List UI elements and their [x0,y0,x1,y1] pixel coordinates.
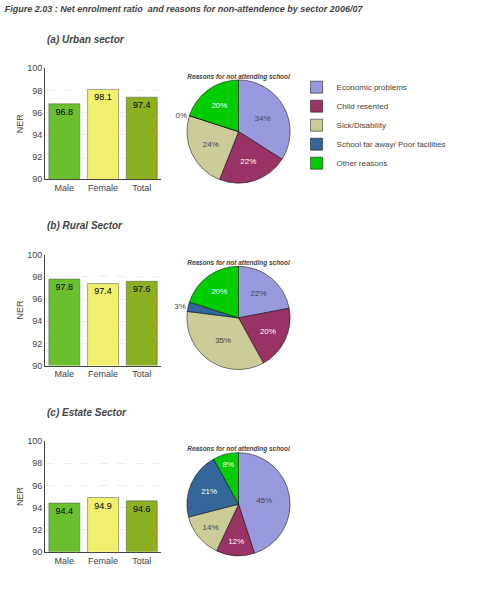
svg-text:97.4: 97.4 [133,100,151,110]
svg-text:Total: Total [132,556,151,566]
svg-text:90: 90 [32,174,42,184]
svg-text:97.4: 97.4 [94,286,112,296]
svg-text:12%: 12% [228,537,244,546]
svg-text:96: 96 [32,108,42,118]
svg-text:14%: 14% [203,523,219,532]
svg-text:Female: Female [88,556,118,566]
svg-text:100: 100 [27,436,42,446]
svg-text:97.6: 97.6 [133,284,151,294]
svg-text:92: 92 [32,525,42,535]
svg-text:100: 100 [27,250,42,260]
svg-text:96: 96 [32,481,42,491]
svg-text:NER: NER [15,300,25,320]
svg-text:94: 94 [32,503,42,513]
svg-text:Child resented: Child resented [337,102,389,111]
svg-text:Male: Male [55,369,75,379]
svg-text:24%: 24% [203,140,219,149]
svg-text:22%: 22% [251,289,267,298]
svg-text:Total: Total [132,183,151,193]
svg-text:90: 90 [32,547,42,557]
svg-text:94.6: 94.6 [133,504,151,514]
svg-text:98: 98 [32,86,42,96]
svg-text:(b) Rural Sector: (b) Rural Sector [47,220,123,231]
svg-text:NER: NER [15,486,25,506]
svg-text:0%: 0% [176,111,188,120]
svg-text:3%: 3% [174,302,186,311]
svg-text:90: 90 [32,361,42,371]
svg-text:Female: Female [88,183,118,193]
svg-text:22%: 22% [240,157,256,166]
svg-text:92: 92 [32,152,42,162]
svg-text:Male: Male [55,556,75,566]
svg-text:98.1: 98.1 [94,92,112,102]
svg-text:94.4: 94.4 [56,506,74,516]
svg-text:94: 94 [32,130,42,140]
svg-text:94.9: 94.9 [94,501,112,511]
svg-text:96: 96 [32,294,42,304]
svg-text:98: 98 [32,458,42,468]
svg-text:45%: 45% [256,496,272,505]
svg-text:34%: 34% [255,114,271,123]
svg-text:94: 94 [32,316,42,326]
svg-text:Other reasons: Other reasons [337,159,388,168]
svg-text:(a) Urban sector: (a) Urban sector [47,34,125,45]
svg-text:(c) Estate Sector: (c) Estate Sector [47,407,127,418]
svg-text:NER: NER [15,114,25,134]
svg-text:Female: Female [88,369,118,379]
svg-text:Total: Total [132,369,151,379]
svg-text:98: 98 [32,272,42,282]
svg-text:Reasons for not attending scho: Reasons for not attending school [187,73,290,81]
svg-text:Reasons for not attending scho: Reasons for not attending school [187,259,290,267]
svg-text:92: 92 [32,339,42,349]
svg-text:20%: 20% [211,287,227,296]
svg-text:Reasons for not attending scho: Reasons for not attending school [187,445,290,453]
svg-text:Male: Male [55,183,75,193]
svg-text:Economic problems: Economic problems [337,83,407,92]
svg-text:Sick/Disability: Sick/Disability [337,121,386,130]
svg-text:20%: 20% [211,101,227,110]
svg-text:96.8: 96.8 [56,107,74,117]
svg-text:8%: 8% [222,460,234,469]
svg-text:School far away/ Poor faciliti: School far away/ Poor facilities [337,140,446,149]
svg-text:100: 100 [27,63,42,73]
svg-text:97.8: 97.8 [56,282,74,292]
svg-text:21%: 21% [201,487,217,496]
svg-text:20%: 20% [260,327,276,336]
svg-text:35%: 35% [215,336,231,345]
svg-text:Figure 2.03 : Net enrolment ra: Figure 2.03 : Net enrolment ratio and re… [5,4,364,14]
